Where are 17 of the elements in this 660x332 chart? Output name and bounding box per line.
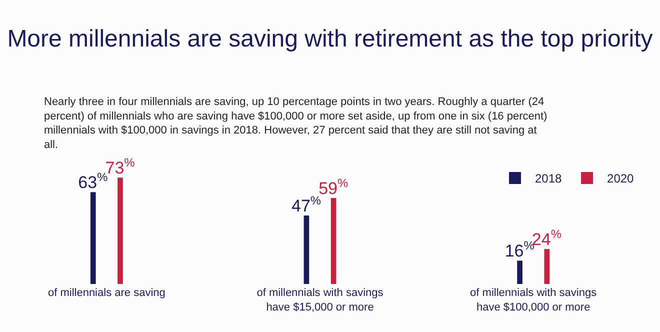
bar (330, 198, 336, 284)
data-label: 59$^{%}$ (318, 176, 349, 198)
legend-label: 2020 (607, 172, 634, 186)
legend-label: 2018 (535, 172, 562, 186)
data-label: 47$^{%}$ (291, 193, 322, 216)
chart-subtitle: Nearly three in four millennials are saving, up 10 percentage points in two years. Roughly a quarter (24 percent) of millennials who are saving have $100,000 or more set aside, up from one in six (16 percent) millennials with $100,000 in savings in 2018. However, 27 percent said that they are still not saving at all. (44, 96, 548, 151)
x-tick-label: of millennials with savings have $100,000 or more (470, 287, 598, 314)
chart-title: More millennials are saving with retirement as the top priority (7, 26, 653, 53)
bar (517, 260, 522, 284)
bar (544, 249, 550, 284)
bar (118, 178, 123, 284)
bar (90, 192, 96, 284)
data-label: 16$^{%}$ (504, 238, 535, 261)
bar (304, 216, 310, 284)
data-label: 63$^{%}$ (78, 170, 108, 192)
x-tick-label: of millennials with savings have $15,000 or more (256, 287, 384, 314)
x-tick-label: of millennials are saving (48, 287, 166, 299)
